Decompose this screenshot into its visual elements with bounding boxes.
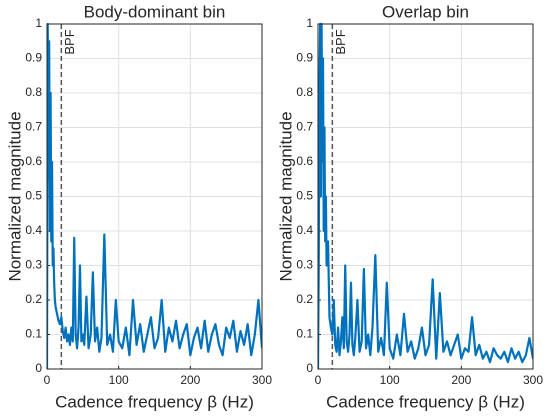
x-axis-label: Cadence frequency β (Hz) — [55, 392, 254, 411]
y-tick-label: 0.7 — [25, 120, 42, 134]
y-tick-label: 0 — [35, 361, 42, 375]
y-tick-label: 0.1 — [25, 327, 42, 341]
x-tick-label: 100 — [109, 373, 129, 387]
x-tick-label: 200 — [180, 373, 200, 387]
data-line — [47, 22, 262, 369]
data-line — [318, 22, 533, 369]
x-axis-label: Cadence frequency β (Hz) — [326, 392, 525, 411]
y-tick-label: 0.3 — [25, 258, 42, 272]
y-tick-label: 0.9 — [25, 51, 42, 65]
y-tick-label: 0.8 — [25, 85, 42, 99]
y-tick-label: 0.6 — [296, 154, 313, 168]
x-tick-label: 300 — [523, 373, 543, 387]
y-tick-label: 0.4 — [296, 223, 313, 237]
axes-box — [317, 23, 534, 370]
chart-title: Overlap bin — [382, 2, 469, 21]
y-tick-label: 1 — [35, 16, 42, 30]
axes-box — [46, 23, 263, 370]
x-tick-label: 0 — [44, 373, 51, 387]
y-tick-label: 0.9 — [296, 51, 313, 65]
y-tick-label: 0.7 — [296, 120, 313, 134]
y-tick-label: 0.6 — [25, 154, 42, 168]
y-tick-label: 1 — [306, 16, 313, 30]
x-tick-label: 100 — [380, 373, 400, 387]
y-tick-label: 0.5 — [25, 189, 42, 203]
bpf-label: BPF — [333, 29, 348, 54]
y-tick-label: 0.2 — [296, 292, 313, 306]
y-tick-label: 0.2 — [25, 292, 42, 306]
y-tick-label: 0.5 — [296, 189, 313, 203]
y-tick-label: 0.3 — [296, 258, 313, 272]
y-tick-label: 0.8 — [296, 85, 313, 99]
chart-title: Body-dominant bin — [84, 2, 226, 21]
x-tick-label: 300 — [252, 373, 272, 387]
y-tick-label: 0 — [306, 361, 313, 375]
y-tick-label: 0.1 — [296, 327, 313, 341]
y-axis-label: Normalized magnitude — [5, 111, 24, 281]
bpf-label: BPF — [62, 29, 77, 54]
y-tick-label: 0.4 — [25, 223, 42, 237]
y-axis-label: Normalized magnitude — [276, 111, 295, 281]
x-tick-label: 200 — [451, 373, 471, 387]
x-tick-label: 0 — [315, 373, 322, 387]
